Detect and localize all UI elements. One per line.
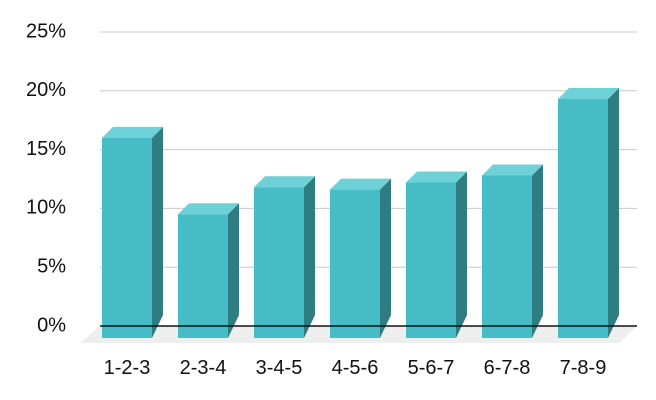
x-tick-label-1: 2-3-4 [180, 357, 227, 379]
bar-side-0 [152, 126, 163, 338]
bar-front-6 [558, 99, 608, 338]
bar-5 [482, 164, 543, 338]
y-tick-label-3: 15% [26, 138, 66, 160]
bar-front-0 [102, 137, 152, 338]
bar-side-1 [228, 203, 239, 338]
bar-side-5 [532, 164, 543, 338]
x-tick-label-2: 3-4-5 [256, 357, 303, 379]
y-tick-label-0: 0% [37, 314, 66, 336]
bar-1 [178, 203, 239, 338]
bar-top-5 [482, 164, 543, 176]
bar-top-3 [330, 178, 391, 190]
bar-side-3 [380, 178, 391, 338]
x-tick-label-6: 7-8-9 [560, 357, 607, 379]
bar-top-4 [406, 171, 467, 183]
bar-side-2 [304, 176, 315, 338]
x-tick-label-5: 6-7-8 [484, 357, 531, 379]
bar-side-6 [608, 88, 619, 338]
bar-front-4 [406, 182, 456, 338]
x-tick-label-0: 1-2-3 [104, 357, 151, 379]
y-tick-label-1: 5% [37, 255, 66, 277]
y-tick-label-5: 25% [26, 20, 66, 42]
bar-side-4 [456, 171, 467, 338]
bar-top-2 [254, 176, 315, 188]
bar-front-2 [254, 187, 304, 338]
y-axis-ticks: 0% 5% 10% 15% 20% 25% [26, 20, 66, 336]
bar-0 [102, 126, 163, 338]
bar-top-0 [102, 126, 163, 138]
bar-6 [558, 88, 619, 338]
bar-front-5 [482, 175, 532, 338]
bar-2 [254, 176, 315, 338]
y-tick-label-2: 10% [26, 197, 66, 219]
x-tick-label-4: 5-6-7 [408, 357, 455, 379]
x-tick-label-3: 4-5-6 [332, 357, 379, 379]
bar-top-6 [558, 88, 619, 100]
bar-front-3 [330, 189, 380, 338]
bar-4 [406, 171, 467, 338]
bar-top-1 [178, 203, 239, 215]
x-axis-labels: 1-2-3 2-3-4 3-4-5 4-5-6 5-6-7 6-7-8 7-8-… [104, 357, 607, 379]
bars [102, 88, 619, 338]
bar-3 [330, 178, 391, 338]
bar-front-1 [178, 214, 228, 338]
y-tick-label-4: 20% [26, 79, 66, 101]
